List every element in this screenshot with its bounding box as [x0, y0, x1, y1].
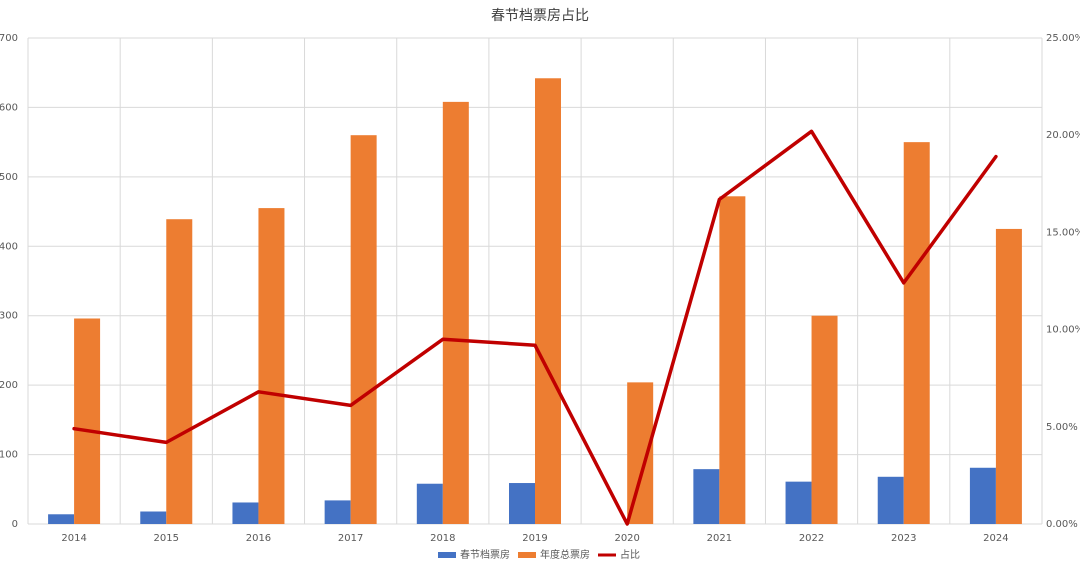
x-tick-label: 2021: [707, 533, 732, 544]
bar-annual-total: [350, 135, 377, 524]
bar-annual-total: [995, 228, 1022, 524]
bar-spring-festival: [48, 514, 75, 524]
right-tick-label: 5.00%: [1046, 422, 1078, 433]
bar-spring-festival: [785, 481, 812, 524]
x-tick-label: 2022: [799, 533, 824, 544]
bar-spring-festival: [509, 483, 535, 524]
bar-annual-total: [166, 219, 193, 525]
x-tick-label: 2024: [983, 533, 1008, 544]
line-series: [72, 129, 998, 526]
left-tick-label: 100: [0, 450, 18, 461]
right-axis-ticks: 0.00% 5.00% 10.00% 15.00% 20.00% 25.00%: [1046, 33, 1080, 530]
legend-ratio-label: 占比: [620, 548, 640, 561]
x-tick-label: 2019: [522, 533, 547, 544]
x-tick-label: 2014: [61, 533, 86, 544]
left-axis-ticks: 0 100 200 300 400 500 600 700: [0, 33, 18, 530]
bar-annual-total: [442, 101, 469, 525]
x-tick-label: 2016: [246, 533, 271, 544]
left-tick-label: 500: [0, 172, 18, 183]
right-tick-label: 15.00%: [1046, 227, 1080, 238]
legend-annual-total-swatch: [518, 552, 536, 558]
x-tick-label: 2015: [154, 533, 179, 544]
legend-spring-festival-swatch: [438, 552, 456, 558]
x-tick-label: 2020: [614, 533, 639, 544]
bar-annual-total: [74, 318, 101, 524]
x-axis-ticks: 2014 2015 2016 2017 2018 2019 2020 2021 2022 2023…: [61, 533, 1008, 544]
bar-spring-festival: [140, 511, 167, 524]
bar-annual-total: [719, 196, 746, 524]
left-tick-label: 300: [0, 311, 18, 322]
bar-spring-festival: [693, 469, 720, 524]
bar-spring-festival: [877, 476, 904, 524]
left-tick-label: 700: [0, 33, 18, 44]
x-tick-label: 2017: [338, 533, 363, 544]
bar-spring-festival: [232, 502, 259, 524]
bar-spring-festival: [324, 500, 351, 524]
legend: 春节档票房 年度总票房 占比: [438, 548, 640, 561]
left-tick-label: 600: [0, 102, 18, 113]
bar-spring-festival: [969, 467, 996, 524]
bar-annual-total: [535, 78, 561, 525]
left-tick-label: 400: [0, 241, 18, 252]
bars: [48, 78, 1022, 525]
right-tick-label: 25.00%: [1046, 33, 1080, 44]
bar-annual-total: [903, 142, 930, 524]
right-tick-label: 10.00%: [1046, 325, 1080, 336]
left-tick-label: 0: [12, 519, 18, 530]
bar-annual-total: [811, 315, 838, 524]
legend-spring-festival-label: 春节档票房: [460, 548, 510, 561]
bar-annual-total: [627, 382, 654, 524]
grid: [27, 37, 1043, 525]
legend-annual-total-label: 年度总票房: [540, 548, 590, 561]
right-tick-label: 20.00%: [1046, 130, 1080, 141]
chart-title: 春节档票房占比: [491, 8, 589, 24]
bar-annual-total: [258, 208, 285, 524]
left-tick-label: 200: [0, 380, 18, 391]
x-tick-label: 2023: [891, 533, 916, 544]
right-tick-label: 0.00%: [1046, 519, 1078, 530]
bar-spring-festival: [416, 483, 443, 524]
x-tick-label: 2018: [430, 533, 455, 544]
